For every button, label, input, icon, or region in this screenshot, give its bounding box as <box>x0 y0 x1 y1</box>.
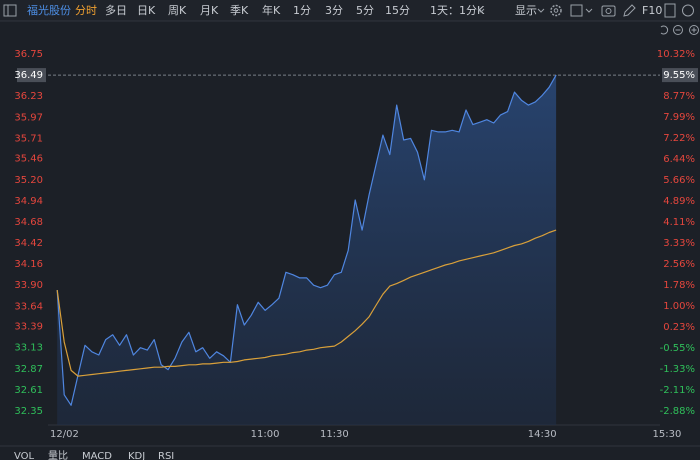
y-tick-label: 32.35 <box>14 406 43 417</box>
tab[interactable]: 3分 <box>325 4 343 17</box>
y-tick-label: 33.64 <box>14 301 43 312</box>
stock-name[interactable]: 福光股份 <box>27 3 71 17</box>
f10-button[interactable]: F10 <box>642 4 662 17</box>
tab[interactable]: 5分 <box>356 4 374 17</box>
camera-icon[interactable] <box>601 5 616 17</box>
y-tick-label: 35.97 <box>14 112 43 123</box>
settings-icon[interactable] <box>550 4 562 17</box>
y2-tick-label: 3.33% <box>663 238 695 249</box>
y2-tick-label: 7.22% <box>663 133 695 144</box>
plot: 36.75 36.49 36.23 35.97 35.71 35.46 35.20 34.94… <box>14 49 698 440</box>
y-tick-label: 34.94 <box>14 196 43 207</box>
settings-icon-core <box>553 8 559 13</box>
y-tick-label: 33.13 <box>14 343 43 354</box>
tab[interactable]: 多日 <box>105 3 127 17</box>
more-icon[interactable] <box>682 4 694 17</box>
indicator-tab[interactable]: VOL <box>14 451 35 460</box>
y2-tick-label: 1.00% <box>663 301 695 312</box>
dropdown-arrow <box>585 8 593 13</box>
indicator-tab[interactable]: MACD <box>82 451 112 460</box>
tab[interactable]: 周K <box>168 4 187 17</box>
tab[interactable]: 15分 <box>385 4 410 17</box>
y2-tick-label: 10.32% <box>657 49 695 60</box>
y-tick-label: 33.39 <box>14 322 43 333</box>
y-tick-label: 35.20 <box>14 175 43 186</box>
y-tick-label: 35.46 <box>14 154 43 165</box>
tabs: 分时 多日 日K 周K 月K 季K 年K 1分 3分 5分 15分 1天：1分K <box>75 3 485 17</box>
price-line <box>56 74 557 406</box>
indicator-tab[interactable]: KDJ <box>128 451 145 460</box>
y2-tick-label: -1.33% <box>660 364 695 375</box>
y-tick-label: 34.16 <box>14 259 43 270</box>
tab[interactable]: 日K <box>137 4 156 17</box>
y-tick-label: 32.61 <box>14 385 43 396</box>
sidebar-icon[interactable] <box>3 4 17 17</box>
y-tick-label: 33.90 <box>14 280 43 291</box>
checkbox-icon[interactable] <box>570 4 583 17</box>
y2-tick-label: 8.77% <box>663 91 695 102</box>
dropdown-arrow <box>537 8 545 13</box>
dropdown-arrow <box>477 8 485 13</box>
tab[interactable]: 1分 <box>293 4 311 17</box>
current-price-box <box>17 68 46 83</box>
y2-tick-label: -0.55% <box>660 343 695 354</box>
y-tick-label: 36.75 <box>14 49 43 60</box>
tab[interactable]: 年K <box>262 3 281 17</box>
x-tick-label: 14:30 <box>528 429 557 440</box>
display-menu[interactable]: 显示 <box>515 4 537 17</box>
y2-tick-label: 4.11% <box>663 217 695 228</box>
y-tick-label: 32.87 <box>14 364 43 375</box>
y2-tick-label: -2.88% <box>660 406 695 417</box>
price-area <box>57 75 557 425</box>
reset-icon[interactable] <box>660 25 669 35</box>
tab[interactable]: 月K <box>200 4 219 17</box>
y-tick-label: 34.68 <box>14 217 43 228</box>
y2-tick-label: 2.56% <box>663 259 695 270</box>
x-tick-label: 15:30 <box>653 429 682 440</box>
y-tick-label: 35.71 <box>14 133 43 144</box>
zoom-in-icon[interactable] <box>689 25 699 35</box>
average-line <box>56 229 557 377</box>
indicator-tab[interactable]: 量比 <box>48 450 68 460</box>
y2-tick-label: 1.78% <box>663 280 695 291</box>
y2-tick-label: 9.55% <box>663 70 695 81</box>
y2-tick-label: 4.89% <box>663 196 695 207</box>
y2-tick-label: 0.23% <box>663 322 695 333</box>
camera-lens <box>605 8 612 14</box>
y-tick-label: 36.49 <box>14 70 43 81</box>
toolbar <box>0 0 700 21</box>
y2-tick-label: -2.11% <box>660 385 695 396</box>
current-change-box <box>662 68 698 83</box>
zoom-out-icon[interactable] <box>673 25 683 35</box>
tab[interactable]: 1天：1分K <box>430 4 485 17</box>
y2-tick-label: 5.66% <box>663 175 695 186</box>
x-tick-label: 12/02 <box>50 429 79 440</box>
zoom-in-plus <box>691 27 697 33</box>
y-tick-label: 36.23 <box>14 91 43 102</box>
tab[interactable]: 季K <box>230 4 249 17</box>
tab[interactable]: 分时 <box>75 4 97 17</box>
panel-icon[interactable] <box>664 3 676 18</box>
y2-tick-label: 6.44% <box>663 154 695 165</box>
x-tick-label: 11:30 <box>320 429 349 440</box>
pencil-icon[interactable] <box>623 4 636 17</box>
y-tick-label: 34.42 <box>14 238 43 249</box>
indicator-tab[interactable]: RSI <box>158 451 174 460</box>
x-tick-label: 11:00 <box>251 429 280 440</box>
y2-tick-label: 7.99% <box>663 112 695 123</box>
